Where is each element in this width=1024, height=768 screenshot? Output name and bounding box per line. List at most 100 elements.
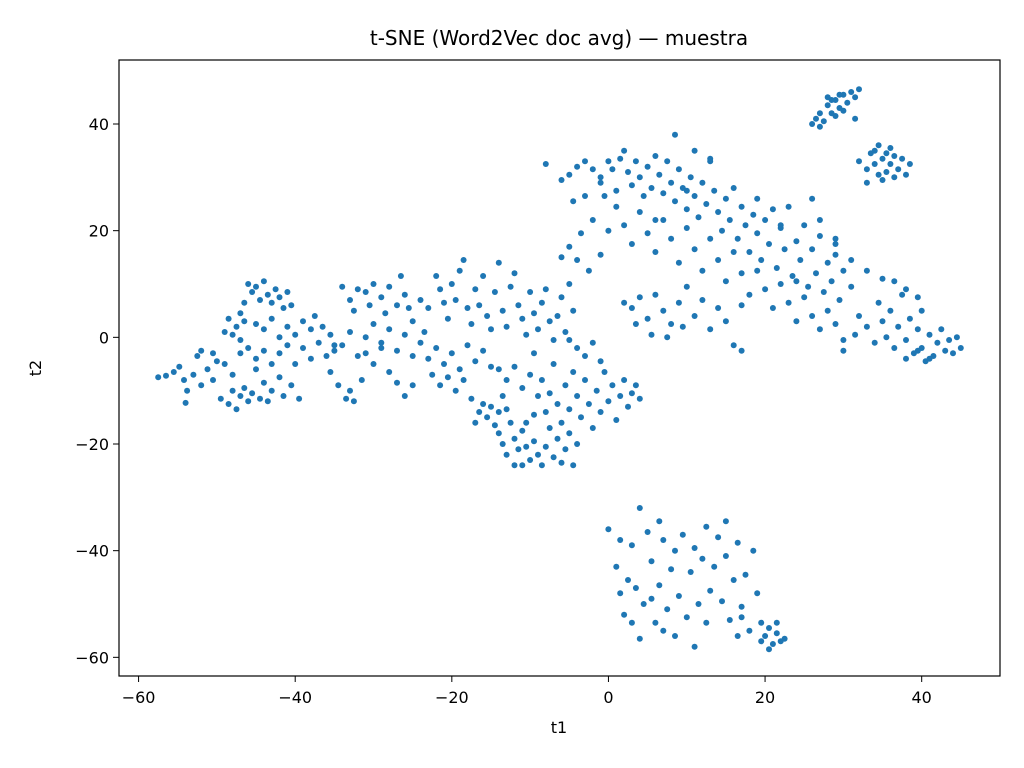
scatter-point — [582, 193, 588, 199]
scatter-point — [268, 361, 275, 367]
scatter-point — [628, 182, 635, 189]
scatter-point — [832, 113, 839, 119]
scatter-point — [628, 619, 635, 626]
scatter-point — [691, 193, 698, 199]
scatter-point — [758, 257, 765, 263]
scatter-point — [495, 366, 502, 373]
scatter-point — [703, 201, 710, 207]
scatter-point — [323, 353, 330, 359]
scatter-point — [370, 281, 377, 287]
scatter-point — [875, 142, 882, 149]
scatter-point — [691, 246, 698, 253]
scatter-point — [511, 435, 518, 442]
scatter-point — [163, 372, 169, 379]
scatter-point — [347, 329, 353, 335]
scatter-point — [284, 323, 291, 330]
scatter-point — [793, 318, 800, 325]
scatter-point — [585, 401, 592, 407]
plot-frame — [118, 59, 1001, 677]
scatter-point — [276, 294, 283, 301]
scatter-point — [754, 590, 761, 597]
scatter-point — [488, 403, 494, 410]
scatter-point — [257, 395, 263, 402]
scatter-point — [429, 371, 436, 378]
scatter-point — [249, 289, 256, 295]
scatter-point — [621, 147, 628, 154]
scatter-point — [722, 553, 729, 559]
scatter-point — [722, 195, 729, 202]
scatter-point — [268, 387, 275, 394]
scatter-point — [660, 307, 667, 314]
scatter-point — [535, 451, 541, 458]
scatter-point — [918, 307, 925, 314]
scatter-point — [816, 110, 823, 117]
scatter-point — [362, 289, 369, 295]
scatter-point — [531, 438, 537, 445]
scatter-point — [347, 297, 353, 303]
scatter-point — [350, 307, 357, 314]
scatter-point — [887, 145, 894, 151]
scatter-point — [233, 406, 240, 413]
scatter-point — [574, 345, 581, 351]
scatter-point — [331, 347, 338, 354]
scatter-point — [644, 163, 651, 170]
scatter-point — [836, 91, 843, 98]
scatter-point — [777, 222, 784, 229]
scatter-point — [574, 441, 581, 447]
scatter-point — [957, 345, 964, 351]
scatter-point — [362, 334, 369, 341]
scatter-point — [542, 443, 549, 450]
scatter-point — [840, 337, 847, 343]
scatter-point — [503, 406, 510, 413]
scatter-point — [593, 387, 600, 394]
scatter-point — [204, 366, 211, 373]
scatter-point — [476, 302, 483, 309]
scatter-point — [703, 523, 710, 530]
scatter-point — [754, 230, 761, 237]
scatter-point — [906, 315, 913, 322]
scatter-point — [632, 158, 639, 165]
scatter-point — [229, 331, 236, 338]
scatter-point — [210, 350, 216, 357]
scatter-point — [695, 214, 702, 221]
x-tick-label: 0 — [603, 688, 613, 707]
scatter-point — [621, 377, 628, 383]
scatter-point — [625, 577, 631, 583]
scatter-point — [656, 518, 663, 525]
scatter-point — [801, 294, 808, 301]
scatter-point — [644, 529, 651, 535]
scatter-point — [386, 283, 393, 290]
scatter-point — [519, 385, 526, 391]
scatter-point — [950, 350, 956, 357]
scatter-point — [609, 166, 616, 173]
scatter-point — [476, 409, 483, 415]
scatter-point — [668, 321, 675, 327]
scatter-point — [640, 193, 647, 199]
scatter-point — [515, 302, 522, 309]
scatter-point — [613, 563, 620, 570]
scatter-point — [260, 278, 267, 285]
scatter-point — [863, 323, 870, 330]
scatter-point — [546, 390, 553, 397]
scatter-point — [456, 366, 463, 373]
scatter-point — [664, 606, 671, 613]
scatter-point — [472, 286, 479, 293]
scatter-point — [582, 353, 588, 359]
scatter-point — [354, 353, 361, 359]
scatter-point — [715, 209, 722, 215]
scatter-point — [194, 353, 201, 359]
scatter-point — [237, 393, 244, 399]
scatter-point — [750, 547, 757, 554]
scatter-point — [852, 331, 859, 338]
scatter-point — [605, 398, 612, 405]
scatter-point — [253, 321, 259, 327]
scatter-point — [198, 347, 205, 354]
scatter-point — [903, 355, 909, 362]
scatter-point — [628, 390, 635, 397]
scatter-point — [683, 187, 690, 194]
scatter-point — [617, 393, 624, 399]
scatter-point — [225, 401, 232, 407]
scatter-point — [840, 107, 847, 114]
scatter-point — [699, 179, 706, 186]
